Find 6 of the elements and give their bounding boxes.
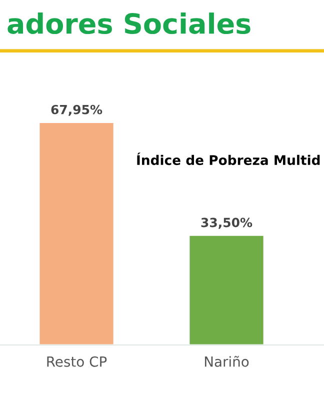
text: Índice de Pobreza Multid <box>137 152 320 166</box>
chart-title: adores Sociales <box>8 12 250 34</box>
data-label: 33,50% <box>201 218 252 229</box>
x-tick-label: Nariño <box>204 356 249 367</box>
data-label: 67,95% <box>51 104 102 116</box>
x-tick-label: Resto CP <box>47 356 107 367</box>
